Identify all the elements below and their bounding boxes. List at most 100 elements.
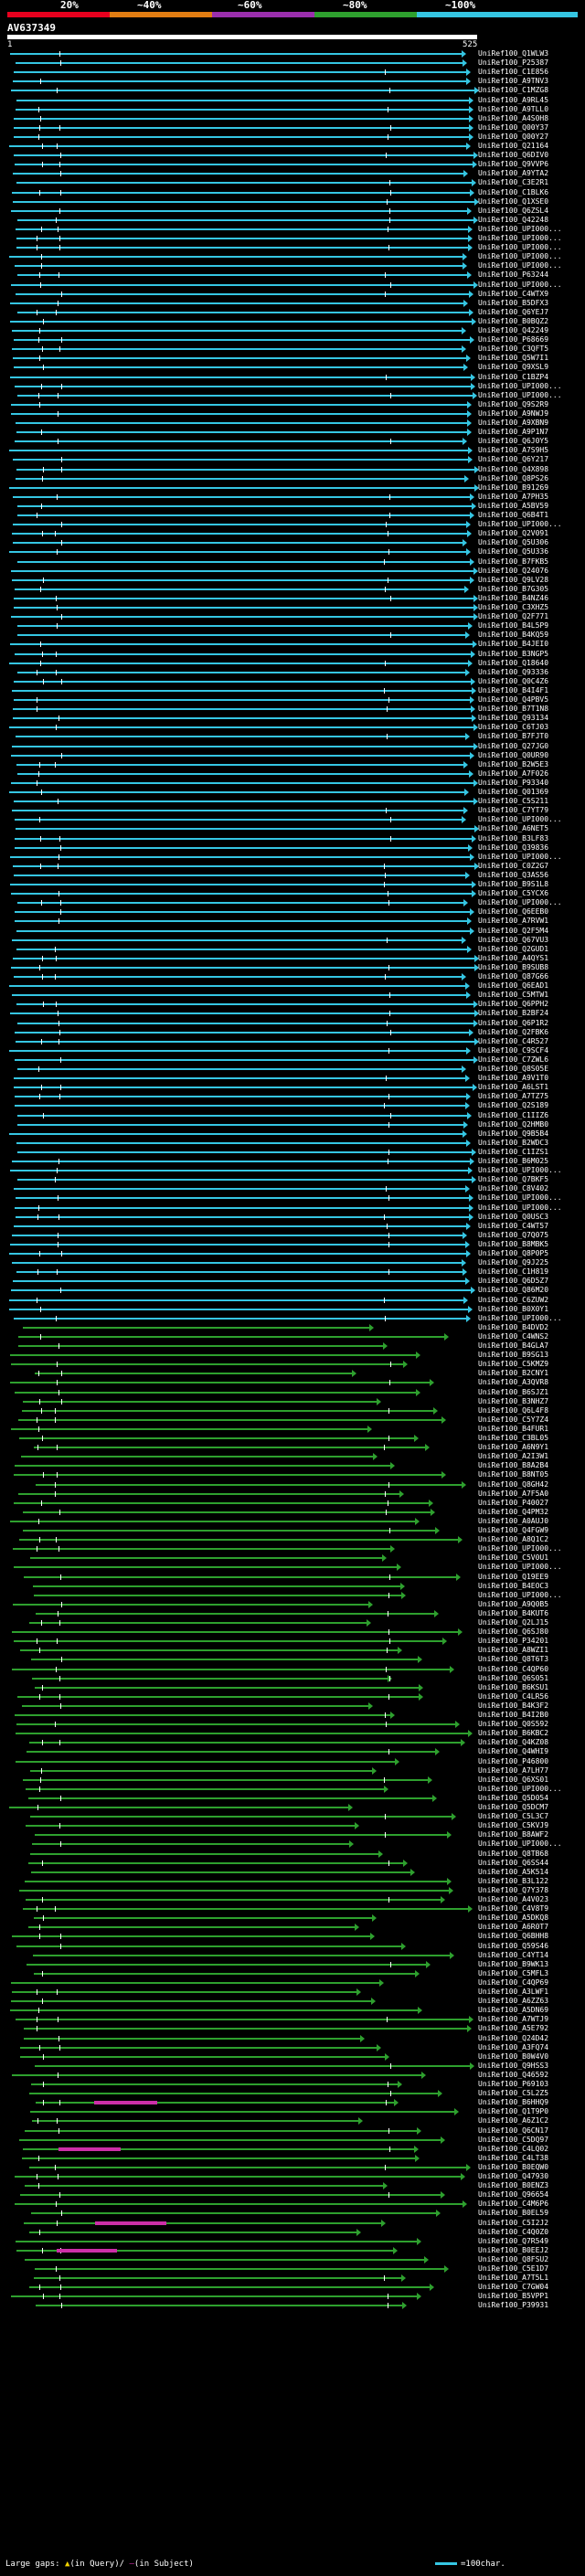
hit-row[interactable] — [0, 160, 477, 169]
hit-label[interactable]: UniRef100_Q59S46 — [478, 1941, 549, 1950]
hit-label[interactable]: UniRef100_C4WTX9 — [478, 289, 549, 298]
hit-row[interactable] — [0, 529, 475, 538]
hit-label[interactable]: UniRef100_UPI000... — [478, 852, 562, 861]
hit-row[interactable] — [0, 1913, 475, 1923]
hit-label[interactable]: UniRef100_B9WK13 — [478, 1959, 549, 1968]
hit-label[interactable]: UniRef100_Q0USC3 — [478, 1212, 549, 1221]
hit-row[interactable] — [0, 216, 478, 225]
hit-label[interactable]: UniRef100_B4JEI0 — [478, 640, 549, 649]
hit-row[interactable] — [0, 751, 475, 760]
hit-label[interactable]: UniRef100_P46800 — [478, 1756, 549, 1765]
hit-label[interactable]: UniRef100_A5DN69 — [478, 2006, 549, 2015]
hit-row[interactable] — [0, 1591, 475, 1600]
hit-row[interactable] — [0, 2301, 475, 2310]
hit-label[interactable]: UniRef100_Q5W7I1 — [478, 354, 549, 363]
hit-row[interactable] — [0, 428, 475, 437]
hit-label[interactable]: UniRef100_Q19EE9 — [478, 1572, 549, 1581]
hit-row[interactable] — [0, 261, 475, 270]
hit-row[interactable] — [0, 1019, 478, 1028]
hit-label[interactable]: UniRef100_UPI000... — [478, 243, 562, 252]
hit-label[interactable]: UniRef100_A5BV59 — [478, 501, 549, 510]
hit-label[interactable]: UniRef100_B7T1N8 — [478, 705, 549, 714]
hit-row[interactable] — [0, 142, 475, 151]
hit-row[interactable] — [0, 797, 478, 806]
hit-row[interactable] — [0, 2126, 475, 2136]
hit-row[interactable] — [0, 1674, 475, 1683]
hit-row[interactable] — [0, 732, 475, 741]
hit-row[interactable] — [0, 2098, 475, 2107]
hit-label[interactable]: UniRef100_Q6BHH8 — [478, 1932, 549, 1941]
hit-label[interactable]: UniRef100_Q6EEB0 — [478, 907, 549, 917]
hit-row[interactable] — [0, 2006, 475, 2015]
hit-label[interactable]: UniRef100_B4NZ46 — [478, 593, 549, 602]
hit-label[interactable]: UniRef100_Q2HMB0 — [478, 1119, 549, 1129]
hit-label[interactable]: UniRef100_B2WDC3 — [478, 1138, 549, 1147]
hit-row[interactable] — [0, 493, 475, 502]
hit-label[interactable]: UniRef100_Q42248 — [478, 215, 549, 224]
hit-label[interactable]: UniRef100_A5K514 — [478, 1867, 549, 1876]
hit-row[interactable] — [0, 335, 475, 345]
hit-label[interactable]: UniRef100_B9SG13 — [478, 1351, 549, 1360]
hit-row[interactable] — [0, 917, 475, 926]
hit-row[interactable] — [0, 659, 475, 668]
hit-row[interactable] — [0, 2034, 475, 2043]
hit-row[interactable] — [0, 1618, 475, 1627]
hit-label[interactable]: UniRef100_C1H819 — [478, 1267, 549, 1277]
hit-row[interactable] — [0, 1803, 475, 1812]
hit-label[interactable]: UniRef100_Q2FBK6 — [478, 1027, 549, 1036]
hit-row[interactable] — [0, 1997, 475, 2006]
hit-label[interactable]: UniRef100_A7F026 — [478, 769, 549, 778]
hit-row[interactable] — [0, 1489, 475, 1499]
hit-row[interactable] — [0, 1895, 475, 1904]
hit-row[interactable] — [0, 96, 475, 105]
hit-row[interactable] — [0, 197, 479, 207]
hit-label[interactable]: UniRef100_A8WZI1 — [478, 1646, 549, 1655]
hit-label[interactable]: UniRef100_Q7Q075 — [478, 1230, 549, 1239]
hit-label[interactable]: UniRef100_Q4PM32 — [478, 1507, 549, 1516]
hit-label[interactable]: UniRef100_B6HHQ9 — [478, 2098, 549, 2107]
hit-label[interactable]: UniRef100_Q7BKF5 — [478, 1175, 549, 1184]
hit-label[interactable]: UniRef100_C1BLK6 — [478, 187, 549, 196]
hit-label[interactable]: UniRef100_C8V402 — [478, 1184, 549, 1193]
hit-label[interactable]: UniRef100_A5E792 — [478, 2024, 549, 2033]
hit-label[interactable]: UniRef100_Q6DIV0 — [478, 151, 549, 160]
hit-row[interactable] — [0, 2136, 475, 2145]
hit-row[interactable] — [0, 2255, 475, 2264]
hit-row[interactable] — [0, 1101, 475, 1110]
hit-label[interactable]: UniRef100_Q8GH42 — [478, 1479, 549, 1489]
hit-row[interactable] — [0, 502, 476, 511]
hit-label[interactable]: UniRef100_B3LF83 — [478, 833, 549, 843]
hit-row[interactable] — [0, 1111, 475, 1120]
hit-label[interactable]: UniRef100_A7TZ75 — [478, 1092, 549, 1101]
hit-row[interactable] — [0, 1517, 475, 1526]
hit-row[interactable] — [0, 68, 475, 77]
hit-row[interactable] — [0, 1794, 475, 1803]
hit-label[interactable]: UniRef100_A7WTJ9 — [478, 2015, 549, 2024]
hit-label[interactable]: UniRef100_Q6YEJ7 — [478, 307, 549, 316]
hit-row[interactable] — [0, 178, 476, 187]
hit-label[interactable]: UniRef100_UPI000... — [478, 1784, 562, 1793]
hit-row[interactable] — [0, 281, 478, 290]
hit-row[interactable] — [0, 270, 475, 280]
hit-label[interactable]: UniRef100_B7FKB5 — [478, 557, 549, 566]
hit-label[interactable]: UniRef100_Q9J225 — [478, 1258, 549, 1267]
hit-label[interactable]: UniRef100_Q24D42 — [478, 2033, 549, 2042]
hit-label[interactable]: UniRef100_B0W4V0 — [478, 2051, 549, 2061]
hit-label[interactable]: UniRef100_UPI000... — [478, 252, 562, 261]
hit-row[interactable] — [0, 2292, 475, 2301]
hit-label[interactable]: UniRef100_B9SUB8 — [478, 962, 549, 971]
hit-label[interactable]: UniRef100_C4WT57 — [478, 1221, 549, 1230]
hit-label[interactable]: UniRef100_P69103 — [478, 2080, 549, 2088]
hit-row[interactable] — [0, 1942, 475, 1951]
hit-row[interactable] — [0, 1544, 475, 1553]
hit-label[interactable]: UniRef100_Q8PS26 — [478, 473, 549, 482]
hit-row[interactable] — [0, 2116, 475, 2125]
hit-label[interactable]: UniRef100_Q27JG0 — [478, 741, 549, 750]
hit-label[interactable]: UniRef100_C7ZWL6 — [478, 1055, 549, 1064]
hit-row[interactable] — [0, 1868, 475, 1877]
hit-label[interactable]: UniRef100_Q2F771 — [478, 612, 549, 621]
hit-row[interactable] — [0, 1877, 475, 1886]
hit-row[interactable] — [0, 1314, 475, 1323]
hit-row[interactable] — [0, 1701, 475, 1711]
hit-label[interactable]: UniRef100_P25387 — [478, 58, 549, 68]
